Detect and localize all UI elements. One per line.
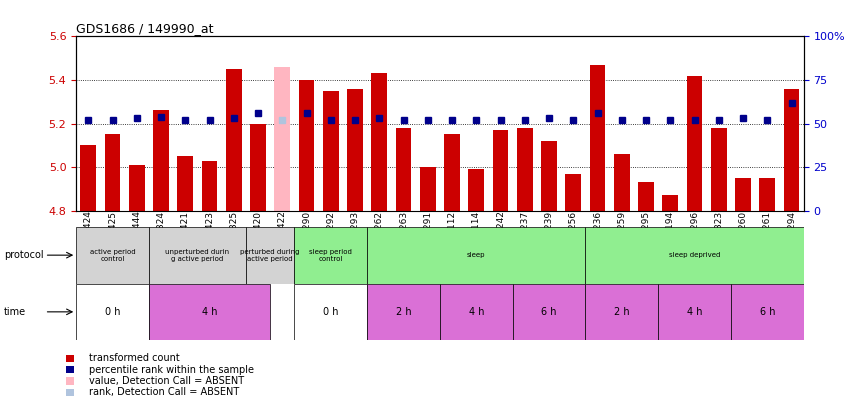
Bar [469,169,484,211]
Text: GSM95424: GSM95424 [84,211,93,260]
Text: GSM95290: GSM95290 [302,211,311,260]
Text: GSM95291: GSM95291 [423,211,432,260]
Bar [367,284,440,340]
Text: percentile rank within the sample: percentile rank within the sample [89,365,254,375]
Bar [420,167,436,211]
Text: GSM95256: GSM95256 [569,211,578,260]
Text: 6 h: 6 h [760,307,775,317]
Text: GSM95236: GSM95236 [593,211,602,260]
Bar [783,89,799,211]
Bar [201,160,217,211]
Text: GSM95292: GSM95292 [327,211,335,260]
Bar [149,227,246,284]
Text: value, Detection Call = ABSENT: value, Detection Call = ABSENT [89,376,244,386]
Text: 6 h: 6 h [541,307,557,317]
Bar [638,182,654,211]
Text: GSM95262: GSM95262 [375,211,384,260]
Bar [129,165,145,211]
Bar [371,73,387,211]
Text: perturbed during
active period: perturbed during active period [240,249,299,262]
Text: GSM95194: GSM95194 [666,211,675,260]
Bar [444,134,460,211]
Text: GSM95422: GSM95422 [277,211,287,260]
Text: GSM95239: GSM95239 [545,211,553,260]
Text: GSM95112: GSM95112 [448,211,457,260]
Text: GSM95421: GSM95421 [181,211,190,260]
Bar [80,145,96,211]
Bar [760,178,775,211]
Text: transformed count: transformed count [89,354,179,363]
Bar [323,91,338,211]
Bar [440,284,513,340]
Text: unperturbed durin
g active period: unperturbed durin g active period [165,249,229,262]
Text: 4 h: 4 h [469,307,484,317]
Bar [153,111,169,211]
Text: GSM95237: GSM95237 [520,211,530,260]
Text: time: time [4,307,26,317]
Text: GSM95261: GSM95261 [763,211,772,260]
Text: protocol: protocol [4,250,44,260]
Text: GSM95263: GSM95263 [399,211,408,260]
Bar [396,128,411,211]
Bar [226,69,242,211]
Text: GSM95323: GSM95323 [714,211,723,260]
Bar [614,154,629,211]
Bar [274,67,290,211]
Text: GSM95114: GSM95114 [472,211,481,260]
Bar [246,227,294,284]
Text: 2 h: 2 h [614,307,629,317]
Bar [517,128,533,211]
Text: sleep: sleep [467,252,486,258]
Bar [541,141,557,211]
Text: GSM95425: GSM95425 [108,211,117,260]
Bar [294,284,367,340]
Text: GDS1686 / 149990_at: GDS1686 / 149990_at [76,22,214,35]
Bar [250,124,266,211]
Text: sleep deprived: sleep deprived [669,252,720,258]
Bar [294,227,367,284]
Text: sleep period
control: sleep period control [310,249,352,262]
Bar [711,128,727,211]
Bar [565,174,581,211]
Bar [76,284,149,340]
Text: rank, Detection Call = ABSENT: rank, Detection Call = ABSENT [89,388,239,397]
Text: 4 h: 4 h [202,307,217,317]
Bar [149,284,270,340]
Bar [731,284,804,340]
Bar [76,227,149,284]
Text: 0 h: 0 h [323,307,338,317]
Bar [492,130,508,211]
Text: active period
control: active period control [90,249,135,262]
Text: GSM95259: GSM95259 [618,211,626,260]
Bar [367,227,585,284]
Bar [662,195,678,211]
Text: 4 h: 4 h [687,307,702,317]
Bar [299,80,315,211]
Text: 0 h: 0 h [105,307,120,317]
Text: GSM95444: GSM95444 [132,211,141,260]
Text: GSM95294: GSM95294 [787,211,796,260]
Text: GSM95293: GSM95293 [350,211,360,260]
Text: 2 h: 2 h [396,307,411,317]
Text: GSM95324: GSM95324 [157,211,166,260]
Text: GSM95325: GSM95325 [229,211,239,260]
Bar [513,284,585,340]
Text: GSM95423: GSM95423 [205,211,214,260]
Bar [687,76,702,211]
Bar [590,65,606,211]
Text: GSM95295: GSM95295 [641,211,651,260]
Bar [105,134,120,211]
Text: GSM95420: GSM95420 [254,211,262,260]
Text: GSM95296: GSM95296 [690,211,699,260]
Bar [658,284,731,340]
Text: GSM95242: GSM95242 [496,211,505,260]
Bar [735,178,751,211]
Text: GSM95260: GSM95260 [739,211,748,260]
Bar [585,227,804,284]
Bar [347,89,363,211]
Bar [178,156,193,211]
Bar [585,284,658,340]
